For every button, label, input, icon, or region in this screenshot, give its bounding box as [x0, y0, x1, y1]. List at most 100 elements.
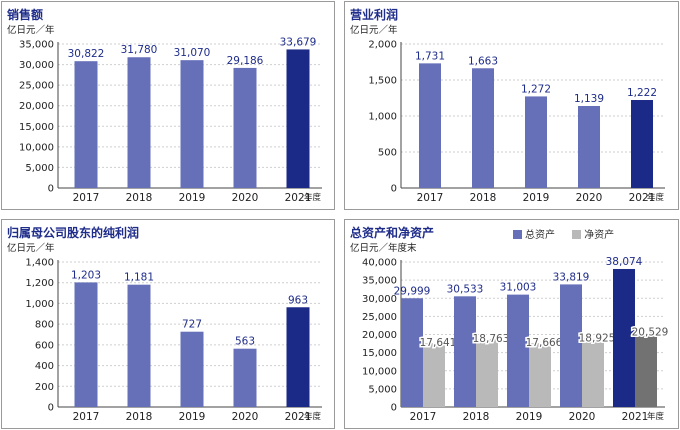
- x-tick-label: 2018: [126, 411, 153, 423]
- bar: [180, 331, 204, 407]
- data-label: 33,679: [280, 36, 317, 48]
- x-tick-label: 2021: [629, 192, 656, 204]
- y-tick-label: 5,000: [25, 163, 54, 174]
- sales-chart: 0 5,000 10,000 15,000 20,000 25,000 30,000 35,0…: [19, 36, 322, 204]
- chart-title: 总资产和净资产: [350, 226, 435, 240]
- bar-net-assets: [635, 332, 657, 407]
- chart-title: 归属母公司股东的纯利润: [7, 226, 140, 240]
- bar-net-assets: [582, 338, 604, 407]
- bar: [419, 63, 441, 189]
- x-tick-label: 2021: [622, 411, 649, 423]
- data-label: 1,181: [124, 272, 154, 284]
- y-tick-label: 0: [48, 403, 54, 414]
- y-tick-label: 15,000: [19, 122, 54, 133]
- bar-net-assets: [423, 343, 445, 407]
- legend-label: 总资产: [525, 230, 555, 241]
- bar: [507, 294, 529, 407]
- bar: [74, 61, 98, 189]
- bar: [560, 284, 582, 407]
- bar: [454, 296, 476, 407]
- y-tick-label: 600: [35, 340, 54, 351]
- bar: [613, 268, 635, 407]
- bar: [127, 57, 151, 188]
- bar: [286, 307, 310, 407]
- chart-unit: 亿日元／年: [7, 25, 55, 36]
- x-axis-unit: 年度: [304, 411, 322, 422]
- bar: [180, 60, 204, 188]
- y-tick-label: 25,000: [19, 81, 54, 92]
- y-tick-label: 0: [48, 184, 54, 195]
- y-tick-label: 0: [391, 184, 397, 195]
- legend-item-net-assets: 净资产: [572, 230, 614, 241]
- chart-unit: 亿日元／年度末: [350, 243, 417, 254]
- y-tick-label: 35,000: [19, 40, 54, 51]
- sales-chart-panel: 销售额 亿日元／年 0 5,000 10,000 15,000 20,000 25,000…: [1, 1, 335, 210]
- bar-net-assets: [476, 338, 498, 407]
- data-label: 17,641: [420, 337, 457, 349]
- operating-profit-chart-panel: 营业利润 亿日元／年 0 500 1,000 1,500 2,000 1,731 2017 1…: [344, 1, 679, 210]
- x-tick-label: 2017: [73, 411, 100, 423]
- x-tick-label: 2019: [179, 411, 206, 423]
- bar: [401, 298, 423, 407]
- legend-swatch: [572, 230, 582, 239]
- x-tick-label: 2018: [470, 192, 497, 204]
- y-tick-label: 2,000: [368, 40, 397, 51]
- net-profit-chart-panel: 归属母公司股东的纯利润 亿日元／年 0 200 400 600 800 1,000 1,20…: [1, 219, 335, 429]
- y-tick-label: 1,200: [25, 278, 54, 289]
- y-tick-label: 400: [35, 361, 54, 372]
- bar: [472, 68, 494, 188]
- y-tick-label: 20,000: [19, 101, 54, 112]
- chart-title: 销售额: [7, 8, 44, 22]
- x-tick-label: 2020: [232, 192, 259, 204]
- y-tick-label: 0: [391, 403, 397, 414]
- y-tick-label: 1,500: [368, 76, 397, 87]
- data-label: 17,666: [526, 337, 563, 349]
- x-axis-unit: 年度: [647, 411, 665, 422]
- y-tick-label: 1,000: [368, 112, 397, 123]
- y-tick-label: 30,000: [19, 60, 54, 71]
- bar: [286, 49, 310, 189]
- data-label: 30,533: [447, 283, 484, 295]
- assets-chart: 0 5,000 10,000 15,000 20,000 25,000 30,000 35,0…: [362, 256, 670, 423]
- bar: [631, 100, 653, 188]
- y-tick-label: 10,000: [19, 142, 54, 153]
- data-label: 18,763: [473, 333, 510, 345]
- x-tick-label: 2020: [576, 192, 603, 204]
- y-tick-label: 800: [35, 320, 54, 331]
- legend-label: 净资产: [584, 230, 615, 241]
- data-label: 33,819: [553, 271, 590, 283]
- x-tick-label: 2018: [463, 411, 490, 423]
- data-label: 38,074: [606, 256, 643, 268]
- data-label: 31,070: [174, 47, 211, 59]
- bar: [74, 282, 98, 407]
- x-tick-label: 2020: [569, 411, 596, 423]
- x-tick-label: 2017: [410, 411, 437, 423]
- data-label: 31,780: [121, 44, 158, 56]
- data-label: 1,272: [521, 83, 551, 95]
- data-label: 963: [288, 294, 308, 306]
- x-tick-label: 2019: [179, 192, 206, 204]
- y-tick-label: 30,000: [362, 294, 397, 305]
- x-tick-label: 2019: [516, 411, 543, 423]
- data-label: 1,203: [71, 269, 101, 281]
- x-axis-unit: 年度: [647, 192, 665, 203]
- chart-legend: 总资产 净资产: [513, 226, 614, 241]
- data-label: 29,186: [227, 55, 264, 67]
- x-tick-label: 2020: [232, 411, 259, 423]
- x-tick-label: 2018: [126, 192, 153, 204]
- bar: [233, 67, 257, 188]
- data-label: 20,529: [632, 327, 669, 339]
- y-tick-label: 20,000: [362, 330, 397, 341]
- net-profit-chart: 0 200 400 600 800 1,000 1,200 1,400 1,203 2017 1,1…: [25, 258, 322, 423]
- legend-swatch: [513, 230, 522, 239]
- bar: [233, 348, 257, 407]
- y-tick-label: 40,000: [362, 258, 397, 269]
- y-tick-label: 10,000: [362, 366, 397, 377]
- assets-chart-panel: 总资产和净资产 亿日元／年度末 总资产 净资产 0 5,000 10,000 15,0…: [344, 219, 679, 429]
- data-label: 727: [182, 319, 202, 331]
- data-label: 1,731: [415, 50, 445, 62]
- bar: [525, 96, 547, 188]
- bar: [578, 105, 600, 188]
- y-tick-label: 200: [35, 382, 54, 393]
- y-tick-label: 1,000: [25, 299, 54, 310]
